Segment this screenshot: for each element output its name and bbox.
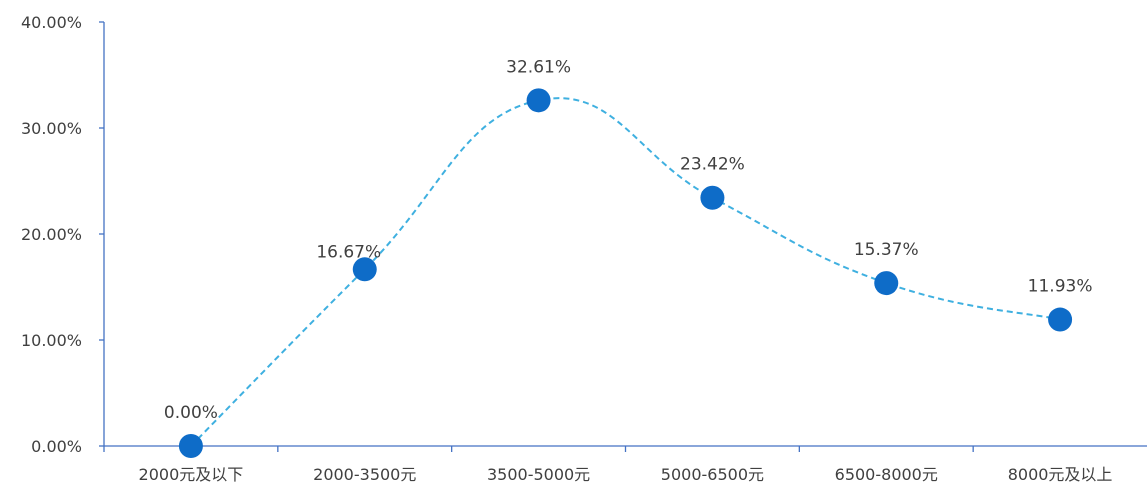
data-label: 11.93% (1028, 277, 1093, 297)
data-labels: 0.00% 16.67% 32.61% 23.42% 15.37% 11.93% (164, 57, 1093, 423)
x-tick-label: 5000-6500元 (661, 465, 764, 484)
data-label: 23.42% (680, 155, 745, 175)
series-line (190, 97, 1061, 447)
data-point (874, 271, 899, 296)
y-tick-label: 30.00% (21, 119, 82, 138)
x-tick-label: 2000-3500元 (313, 465, 416, 484)
x-tick-label: 8000元及以上 (1008, 465, 1113, 484)
data-label: 16.67% (316, 242, 381, 262)
y-tick-label: 20.00% (21, 225, 82, 244)
x-tick-label: 6500-8000元 (835, 465, 938, 484)
y-tick-label: 0.00% (31, 437, 82, 456)
data-point (1048, 307, 1073, 332)
data-point (352, 257, 377, 282)
data-point (178, 434, 203, 458)
data-point (526, 88, 551, 113)
data-label: 0.00% (164, 403, 218, 423)
x-tick-label: 2000元及以下 (139, 465, 244, 484)
series-group (178, 88, 1073, 458)
x-tick-label: 3500-5000元 (487, 465, 590, 484)
y-tick-label: 40.00% (21, 13, 82, 32)
data-point (700, 185, 725, 210)
data-label: 15.37% (854, 240, 919, 260)
axes: 0.00% 10.00% 20.00% 30.00% 40.00% 2000元及以下 200… (21, 13, 1147, 484)
data-label: 32.61% (506, 57, 571, 77)
y-tick-label: 10.00% (21, 331, 82, 350)
